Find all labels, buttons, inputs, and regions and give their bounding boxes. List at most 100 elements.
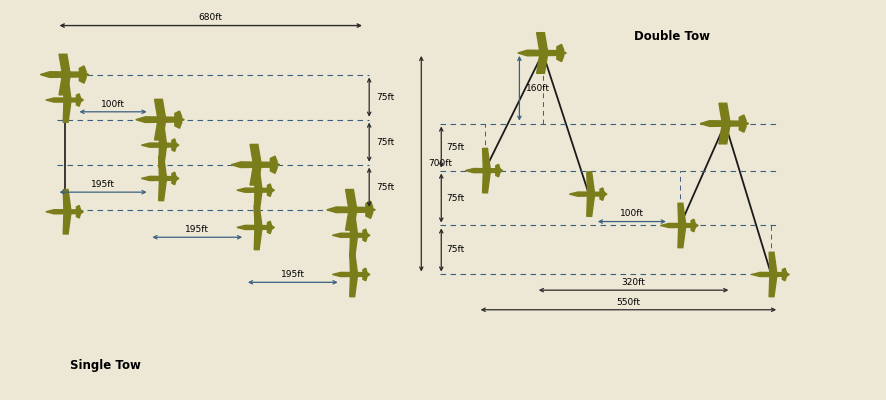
Text: 195ft: 195ft <box>185 225 209 234</box>
Text: 700ft: 700ft <box>428 159 452 168</box>
Polygon shape <box>172 147 176 151</box>
Polygon shape <box>76 206 81 210</box>
Polygon shape <box>76 214 81 218</box>
Polygon shape <box>237 188 275 192</box>
Polygon shape <box>159 180 167 201</box>
Polygon shape <box>483 172 490 193</box>
Polygon shape <box>587 172 595 192</box>
Polygon shape <box>250 166 261 185</box>
Polygon shape <box>700 121 749 126</box>
Polygon shape <box>76 102 81 106</box>
Text: 100ft: 100ft <box>101 100 125 109</box>
Polygon shape <box>142 143 179 147</box>
Polygon shape <box>59 76 70 95</box>
Polygon shape <box>719 103 730 122</box>
Polygon shape <box>678 203 686 224</box>
Polygon shape <box>63 78 71 98</box>
Polygon shape <box>172 180 176 185</box>
Polygon shape <box>691 219 696 224</box>
Text: Double Tow: Double Tow <box>634 30 710 43</box>
Text: 75ft: 75ft <box>377 138 394 147</box>
Polygon shape <box>739 126 746 132</box>
Polygon shape <box>63 102 71 122</box>
Text: Single Tow: Single Tow <box>70 360 141 372</box>
Polygon shape <box>678 227 686 248</box>
Text: 100ft: 100ft <box>620 210 644 218</box>
Polygon shape <box>350 252 357 273</box>
Polygon shape <box>254 168 262 188</box>
Polygon shape <box>63 190 71 210</box>
Polygon shape <box>142 176 179 180</box>
Polygon shape <box>483 148 490 169</box>
Polygon shape <box>537 55 548 73</box>
Polygon shape <box>254 192 262 212</box>
Polygon shape <box>270 156 277 162</box>
Polygon shape <box>691 227 696 232</box>
Polygon shape <box>154 122 166 140</box>
Polygon shape <box>59 54 70 73</box>
Polygon shape <box>350 213 357 234</box>
Polygon shape <box>172 172 176 177</box>
Polygon shape <box>40 72 89 77</box>
Polygon shape <box>268 192 272 196</box>
Text: 75ft: 75ft <box>447 246 465 254</box>
Polygon shape <box>537 33 548 51</box>
Polygon shape <box>739 115 746 121</box>
Polygon shape <box>363 276 367 281</box>
Polygon shape <box>268 184 272 188</box>
Polygon shape <box>231 162 280 168</box>
Polygon shape <box>250 144 261 163</box>
Polygon shape <box>46 98 83 102</box>
Polygon shape <box>363 229 367 234</box>
Polygon shape <box>175 122 182 128</box>
Polygon shape <box>782 276 787 281</box>
Polygon shape <box>366 212 373 218</box>
Polygon shape <box>268 221 272 226</box>
Polygon shape <box>570 192 607 196</box>
Polygon shape <box>600 196 604 200</box>
Polygon shape <box>366 201 373 208</box>
Polygon shape <box>268 229 272 234</box>
Text: 195ft: 195ft <box>281 270 305 279</box>
Polygon shape <box>237 225 275 230</box>
Polygon shape <box>350 237 357 258</box>
Polygon shape <box>159 147 167 167</box>
Polygon shape <box>172 139 176 143</box>
Text: 160ft: 160ft <box>526 84 550 93</box>
Polygon shape <box>769 252 777 273</box>
Polygon shape <box>465 168 502 173</box>
Polygon shape <box>719 126 730 144</box>
Polygon shape <box>46 210 83 214</box>
Text: 550ft: 550ft <box>617 298 641 307</box>
Polygon shape <box>557 55 564 62</box>
Polygon shape <box>587 196 595 216</box>
Text: 680ft: 680ft <box>198 13 222 22</box>
Polygon shape <box>159 156 167 177</box>
Polygon shape <box>332 272 369 276</box>
Polygon shape <box>270 167 277 173</box>
Polygon shape <box>80 77 87 83</box>
Polygon shape <box>363 268 367 273</box>
Polygon shape <box>661 223 698 228</box>
Text: 75ft: 75ft <box>377 183 394 192</box>
Polygon shape <box>751 272 789 276</box>
Polygon shape <box>327 207 376 213</box>
Polygon shape <box>159 123 167 143</box>
Polygon shape <box>136 117 184 122</box>
Text: 75ft: 75ft <box>447 194 465 202</box>
Text: 75ft: 75ft <box>447 142 465 152</box>
Polygon shape <box>332 233 369 237</box>
Polygon shape <box>76 94 81 98</box>
Polygon shape <box>769 276 777 297</box>
Polygon shape <box>254 229 262 250</box>
Text: 320ft: 320ft <box>622 278 646 287</box>
Polygon shape <box>363 237 367 242</box>
Polygon shape <box>600 188 604 192</box>
Polygon shape <box>350 276 357 297</box>
Text: 195ft: 195ft <box>91 180 115 189</box>
Polygon shape <box>557 44 564 51</box>
Polygon shape <box>346 190 356 208</box>
Polygon shape <box>80 66 87 72</box>
Polygon shape <box>63 214 71 234</box>
Polygon shape <box>782 268 787 273</box>
